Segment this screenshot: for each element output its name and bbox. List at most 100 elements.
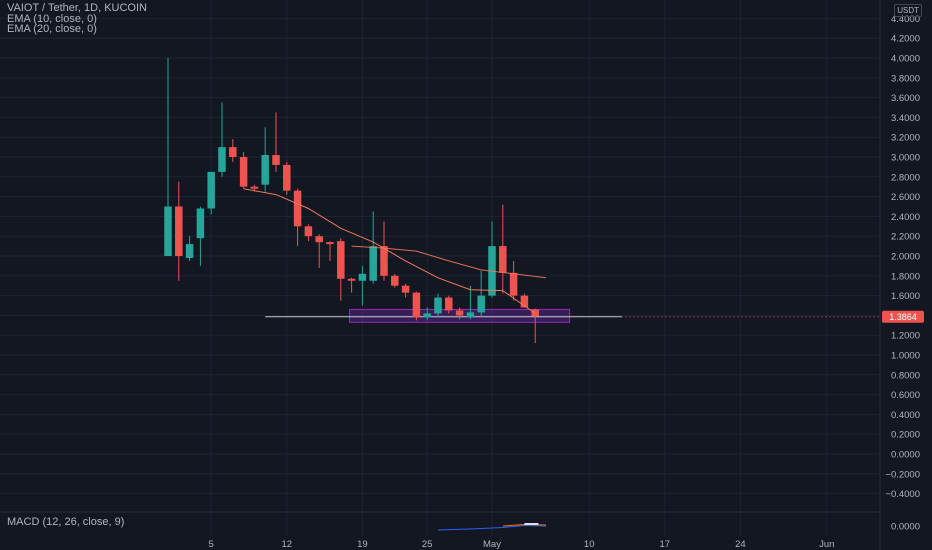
macd-histogram	[524, 523, 539, 525]
price-tick-label: 1.8000	[891, 271, 920, 282]
price-tick-label: 4.2000	[891, 34, 920, 45]
candle-body	[315, 236, 323, 243]
candle-body	[175, 206, 183, 256]
candle	[434, 293, 442, 318]
candle-body	[283, 164, 291, 191]
time-tick-label: 5	[209, 539, 214, 550]
price-tick-label: 2.0000	[891, 252, 920, 263]
candle	[196, 206, 205, 266]
price-tick-label: −0.4000	[885, 489, 920, 500]
candle-body	[369, 246, 377, 281]
price-tick-label: 3.8000	[891, 73, 920, 84]
price-tick-label: 0.0000	[891, 450, 920, 461]
price-tick-label: 4.0000	[891, 54, 920, 65]
candle	[347, 277, 356, 293]
candle-body	[380, 246, 388, 276]
time-tick-label: 12	[282, 539, 293, 550]
price-tick-label: 3.2000	[891, 133, 920, 144]
price-tick-label: 0.2000	[891, 430, 920, 441]
candle	[315, 234, 323, 268]
candle-body	[250, 186, 259, 189]
candle	[401, 283, 410, 298]
time-tick-label: 19	[357, 539, 368, 550]
candle-body	[239, 157, 248, 187]
candle	[455, 307, 464, 320]
candle-body	[423, 313, 431, 318]
time-tick-label: 25	[422, 539, 433, 550]
last-price-value: 1.3864	[889, 312, 917, 322]
grid-lines	[0, 0, 880, 536]
candle	[164, 58, 172, 256]
price-tick-label: 2.6000	[891, 192, 920, 203]
candle-body	[261, 155, 269, 185]
candle-body	[455, 310, 464, 316]
ema10-legend[interactable]: EMA (10, close, 0)	[7, 13, 97, 25]
price-axis[interactable]: 4.4000 4.2000 4.0000 3.8000 3.6000 3.4000 3.20…	[885, 14, 920, 500]
candle-body	[196, 208, 205, 239]
candle-body	[185, 244, 194, 258]
candle	[207, 171, 215, 215]
currency-label[interactable]: USDT	[894, 4, 922, 17]
candle	[412, 291, 421, 321]
price-tick-label: 1.6000	[891, 291, 920, 302]
candle-body	[401, 285, 410, 293]
price-tick-label: 0.4000	[891, 410, 920, 421]
price-tick-label: 3.4000	[891, 113, 920, 124]
candle	[283, 161, 291, 195]
candle	[272, 112, 280, 172]
candle-body	[293, 190, 302, 227]
candle	[391, 273, 399, 288]
candle	[337, 238, 345, 301]
candle-body	[229, 147, 237, 157]
candle-body	[326, 242, 334, 245]
macd-axis-tick: 0.0000	[891, 522, 920, 533]
last-price-badge: 1.3864	[882, 310, 924, 323]
time-axis[interactable]: 5 12 19 25 May 10 17 24 Jun	[209, 539, 835, 550]
candle-body	[412, 292, 421, 318]
candle-body	[358, 273, 367, 281]
candle	[466, 285, 475, 320]
ema-layer	[243, 188, 547, 314]
price-tick-label: 3.6000	[891, 93, 920, 104]
time-tick-label: Jun	[819, 539, 834, 550]
candle-body	[520, 295, 529, 308]
candle-body	[218, 147, 226, 172]
candle	[499, 204, 507, 294]
price-tick-label: 3.0000	[891, 153, 920, 164]
ema20-line	[351, 245, 547, 279]
candle	[185, 236, 194, 261]
candle	[261, 127, 269, 192]
price-tick-label: 1.2000	[891, 331, 920, 342]
candle	[304, 224, 313, 242]
candle-body	[499, 246, 507, 273]
time-tick-label: 10	[584, 539, 595, 550]
time-tick-label: 24	[735, 539, 746, 550]
price-tick-label: 0.6000	[891, 390, 920, 401]
candle-body	[207, 171, 215, 209]
price-tick-label: 2.2000	[891, 232, 920, 243]
candle	[358, 265, 367, 306]
time-tick-label: May	[483, 539, 501, 550]
candle	[293, 188, 302, 247]
candle	[445, 295, 453, 314]
candle-body	[477, 295, 485, 313]
candle	[229, 139, 237, 162]
candle-body	[164, 206, 172, 256]
price-tick-label: 2.8000	[891, 172, 920, 183]
candle-body	[304, 226, 313, 237]
candle	[239, 152, 248, 189]
candle-body	[466, 312, 475, 318]
macd-legend[interactable]: MACD (12, 26, close, 9)	[7, 516, 125, 528]
candle-body	[445, 297, 453, 311]
symbol-legend[interactable]: VAIOT / Tether, 1D, KUCOIN	[7, 2, 147, 14]
ema20-legend[interactable]: EMA (20, close, 0)	[7, 23, 97, 35]
candle-body	[337, 241, 345, 279]
candle-body	[391, 275, 399, 286]
candle	[423, 307, 431, 321]
candle	[380, 221, 388, 281]
macd-pane: 0.0000	[437, 522, 920, 533]
ema10-line	[243, 188, 536, 314]
candle-body	[509, 272, 518, 296]
